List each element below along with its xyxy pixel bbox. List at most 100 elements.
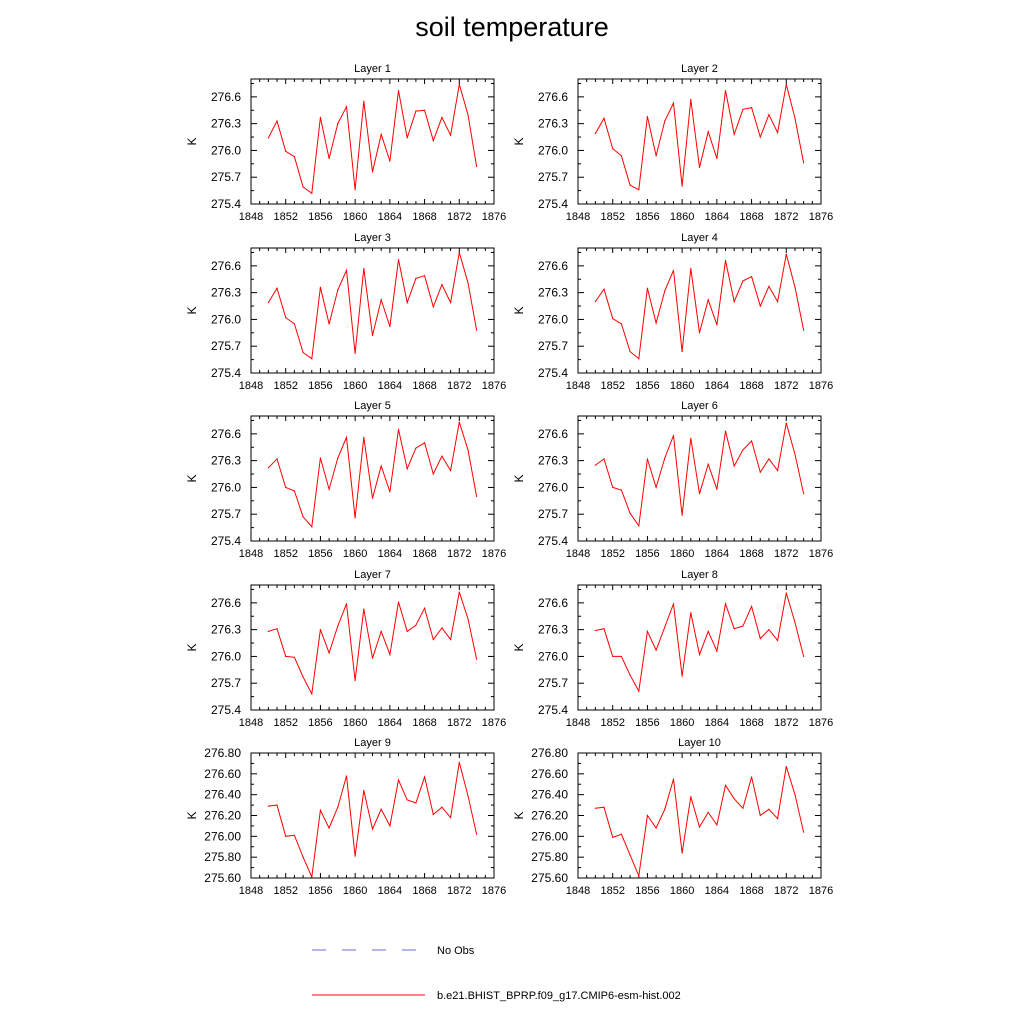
y-tick-label: 276.0 bbox=[211, 312, 241, 326]
plot-frame bbox=[577, 78, 822, 205]
y-tick-label: 276.6 bbox=[538, 259, 568, 273]
data-point bbox=[750, 106, 753, 109]
data-point bbox=[389, 654, 391, 656]
data-point bbox=[594, 300, 596, 303]
data-point bbox=[380, 808, 382, 810]
data-point bbox=[345, 775, 348, 777]
x-tick-label: 1848 bbox=[566, 380, 590, 392]
chart-panel: Layer 1 1848 1852 1856 1860 1864 1868 1872 1876 2… bbox=[185, 63, 506, 223]
data-point bbox=[716, 824, 718, 826]
x-tick-label: 1852 bbox=[273, 717, 297, 729]
y-tick-label: 276.6 bbox=[211, 596, 241, 610]
data-point bbox=[594, 629, 596, 632]
data-point bbox=[759, 305, 761, 307]
x-tick-label: 1876 bbox=[809, 211, 833, 223]
data-point bbox=[742, 280, 744, 282]
chart-panel: Layer 5 1848 1852 1856 1860 1864 1868 1872 1876 2… bbox=[185, 400, 506, 560]
data-point bbox=[759, 136, 761, 138]
data-point bbox=[276, 458, 278, 460]
x-tick-label: 1876 bbox=[809, 717, 833, 729]
y-axis-label: K bbox=[185, 137, 199, 145]
data-point bbox=[311, 526, 313, 528]
y-tick-label: 275.7 bbox=[538, 170, 568, 184]
data-point bbox=[785, 592, 787, 594]
data-point bbox=[690, 796, 692, 798]
data-point bbox=[724, 784, 727, 786]
data-point bbox=[415, 624, 417, 626]
data-point bbox=[594, 132, 596, 135]
data-point bbox=[354, 352, 356, 354]
data-point bbox=[423, 607, 426, 609]
y-tick-label: 275.4 bbox=[538, 366, 568, 380]
y-tick-label: 276.0 bbox=[211, 143, 241, 157]
data-point bbox=[267, 805, 269, 807]
x-tick-label: 1856 bbox=[308, 380, 332, 392]
y-axis-label: K bbox=[185, 811, 199, 819]
data-point bbox=[397, 90, 400, 92]
series-line bbox=[595, 422, 805, 528]
y-tick-label: 276.3 bbox=[538, 454, 568, 468]
x-tick-label: 1860 bbox=[670, 717, 694, 729]
series-line bbox=[268, 591, 478, 696]
data-point bbox=[594, 464, 596, 466]
data-point bbox=[345, 603, 348, 605]
x-tick-label: 1848 bbox=[566, 548, 590, 560]
x-tick-label: 1864 bbox=[378, 380, 402, 392]
data-point bbox=[803, 162, 805, 164]
x-tick-label: 1848 bbox=[566, 885, 590, 897]
data-point bbox=[311, 192, 313, 194]
y-tick-label: 276.00 bbox=[204, 829, 241, 843]
data-point bbox=[742, 625, 744, 627]
y-axis-label: K bbox=[512, 811, 526, 819]
series-line bbox=[267, 84, 478, 195]
y-tick-label: 275.80 bbox=[531, 850, 568, 864]
data-point bbox=[276, 287, 278, 289]
x-tick-label: 1860 bbox=[343, 885, 367, 897]
panel-title: Layer 2 bbox=[681, 63, 718, 75]
data-point bbox=[432, 473, 434, 475]
data-point bbox=[603, 288, 605, 290]
data-point bbox=[750, 440, 753, 442]
data-point bbox=[664, 626, 666, 628]
data-point bbox=[450, 638, 452, 641]
data-point bbox=[672, 102, 675, 104]
data-point bbox=[603, 458, 605, 460]
data-point bbox=[441, 455, 443, 457]
data-point bbox=[733, 628, 735, 630]
x-tick-label: 1868 bbox=[739, 211, 763, 223]
y-tick-label: 275.4 bbox=[211, 366, 241, 380]
x-tick-label: 1852 bbox=[273, 211, 297, 223]
x-tick-label: 1856 bbox=[635, 885, 659, 897]
plot-frame bbox=[577, 752, 822, 879]
x-tick-label: 1872 bbox=[774, 211, 798, 223]
data-point bbox=[664, 457, 666, 459]
data-point bbox=[750, 605, 753, 608]
data-point bbox=[467, 795, 469, 797]
x-tick-label: 1860 bbox=[343, 548, 367, 560]
data-point bbox=[302, 351, 304, 354]
y-tick-label: 276.6 bbox=[538, 596, 568, 610]
data-point bbox=[724, 259, 727, 262]
data-point bbox=[620, 489, 622, 491]
data-point bbox=[302, 676, 304, 678]
x-tick-label: 1872 bbox=[447, 380, 471, 392]
data-point bbox=[646, 458, 649, 460]
x-tick-label: 1852 bbox=[600, 548, 624, 560]
series-line bbox=[268, 422, 478, 528]
series-line bbox=[594, 254, 805, 360]
y-tick-label: 276.6 bbox=[538, 90, 568, 104]
x-tick-label: 1868 bbox=[739, 717, 763, 729]
data-point bbox=[603, 628, 605, 630]
data-point bbox=[707, 299, 709, 301]
x-tick-label: 1848 bbox=[239, 717, 263, 729]
x-tick-label: 1860 bbox=[670, 548, 694, 560]
data-point bbox=[646, 115, 649, 118]
data-point bbox=[664, 120, 666, 122]
data-point bbox=[777, 300, 779, 303]
data-point bbox=[458, 591, 460, 593]
y-tick-label: 276.0 bbox=[538, 312, 568, 326]
data-point bbox=[450, 469, 452, 472]
y-axis-label: K bbox=[512, 643, 526, 651]
